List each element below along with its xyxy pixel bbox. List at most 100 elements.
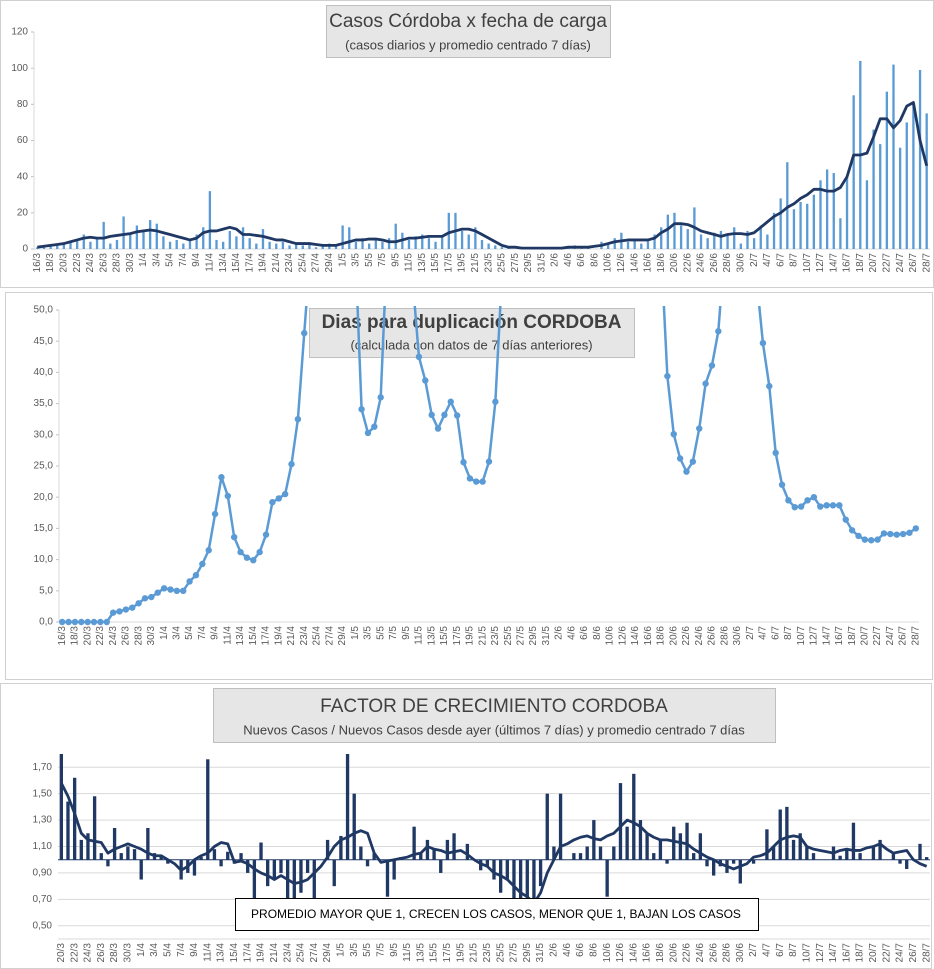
- bar: [129, 234, 132, 249]
- x-tick-label: 25/4: [296, 943, 307, 963]
- x-tick-label: 27/5: [509, 943, 520, 963]
- marker: [626, 151, 632, 157]
- bar: [638, 820, 643, 860]
- bar: [299, 859, 303, 893]
- marker: [397, 57, 403, 63]
- marker: [613, 88, 619, 94]
- marker: [791, 503, 798, 511]
- bar: [585, 846, 589, 860]
- marker: [460, 459, 467, 466]
- x-tick-label: 27/5: [515, 626, 526, 646]
- y-tick-label: 100: [11, 63, 28, 74]
- bar: [419, 853, 423, 860]
- bar: [851, 822, 856, 860]
- bar: [381, 241, 384, 249]
- marker: [441, 411, 448, 419]
- x-tick-label: 20/3: [56, 943, 67, 963]
- bar: [640, 243, 643, 249]
- bar: [658, 839, 663, 860]
- x-tick-label: 2/6: [550, 253, 561, 267]
- bar: [188, 239, 192, 249]
- marker: [810, 494, 818, 501]
- marker: [880, 530, 888, 537]
- x-tick-label: 22/3: [69, 943, 80, 963]
- bar: [135, 225, 139, 249]
- bar: [301, 245, 304, 249]
- bar: [812, 194, 816, 249]
- bar: [865, 180, 869, 249]
- bar: [99, 853, 103, 860]
- x-tick-label: 13/4: [235, 626, 246, 646]
- bar: [445, 839, 450, 860]
- bar: [86, 833, 90, 860]
- x-tick-label: 23/4: [282, 943, 293, 963]
- bar: [281, 241, 285, 249]
- marker: [473, 478, 480, 485]
- x-tick-label: 29/5: [528, 626, 539, 646]
- marker: [154, 589, 161, 596]
- bar: [208, 191, 212, 249]
- x-tick-label: 4/7: [758, 626, 769, 640]
- bar: [394, 223, 397, 249]
- x-tick-label: 21/4: [271, 253, 282, 273]
- marker: [129, 604, 136, 611]
- bar: [112, 828, 117, 860]
- marker: [58, 618, 66, 626]
- x-tick-label: 24/7: [885, 626, 896, 646]
- x-tick-label: 12/7: [815, 943, 826, 963]
- bar: [441, 236, 444, 249]
- marker: [250, 557, 257, 564]
- marker: [281, 490, 289, 498]
- bar: [334, 245, 338, 249]
- bar: [246, 859, 250, 873]
- x-tick-label: 1/4: [136, 943, 147, 957]
- x-tick-label: 24/3: [108, 626, 119, 646]
- x-tick-label: 11/4: [222, 626, 233, 645]
- x-tick-label: 3/4: [149, 943, 160, 957]
- x-tick-label: 22/3: [72, 253, 83, 273]
- marker: [275, 495, 282, 502]
- marker: [422, 377, 429, 384]
- y-tick-label: 25,0: [34, 461, 54, 472]
- marker: [499, 276, 505, 282]
- x-tick-label: 17/5: [452, 626, 463, 646]
- x-tick-label: 20/6: [669, 253, 680, 273]
- x-tick-label: 30/6: [735, 253, 746, 273]
- x-tick-label: 3/5: [351, 253, 362, 267]
- x-tick-label: 3/5: [349, 943, 360, 957]
- x-tick-label: 6/6: [576, 253, 587, 267]
- annotation: PROMEDIO MAYOR QUE 1, CRECEN LOS CASOS, …: [251, 907, 741, 921]
- bar: [645, 833, 649, 860]
- x-tick-label: 19/5: [455, 943, 466, 963]
- title-box: [326, 5, 611, 58]
- x-tick-label: 22/7: [881, 943, 892, 963]
- marker: [358, 406, 365, 413]
- bar: [219, 859, 223, 867]
- marker: [823, 502, 830, 509]
- bar: [467, 234, 470, 249]
- marker: [893, 531, 900, 538]
- x-tick-label: 4/6: [562, 943, 573, 957]
- x-tick-label: 11/5: [414, 626, 425, 645]
- bar: [885, 91, 889, 249]
- x-tick-label: 16/3: [32, 253, 43, 273]
- x-tick-label: 28/6: [719, 626, 730, 646]
- bar: [255, 243, 258, 249]
- title-box: [213, 688, 776, 743]
- bar: [266, 859, 270, 887]
- marker: [492, 398, 499, 405]
- marker: [670, 430, 677, 438]
- bar: [279, 859, 283, 873]
- marker: [294, 416, 302, 423]
- bar: [332, 859, 336, 887]
- x-tick-label: 26/3: [98, 253, 109, 273]
- bar: [354, 241, 358, 249]
- x-tick-label: 8/7: [783, 626, 794, 640]
- x-tick-label: 8/6: [588, 943, 599, 957]
- marker: [211, 510, 219, 518]
- marker: [741, 120, 747, 126]
- x-tick-label: 2/7: [749, 253, 760, 267]
- bar: [633, 239, 636, 249]
- x-tick-label: 25/5: [503, 626, 514, 646]
